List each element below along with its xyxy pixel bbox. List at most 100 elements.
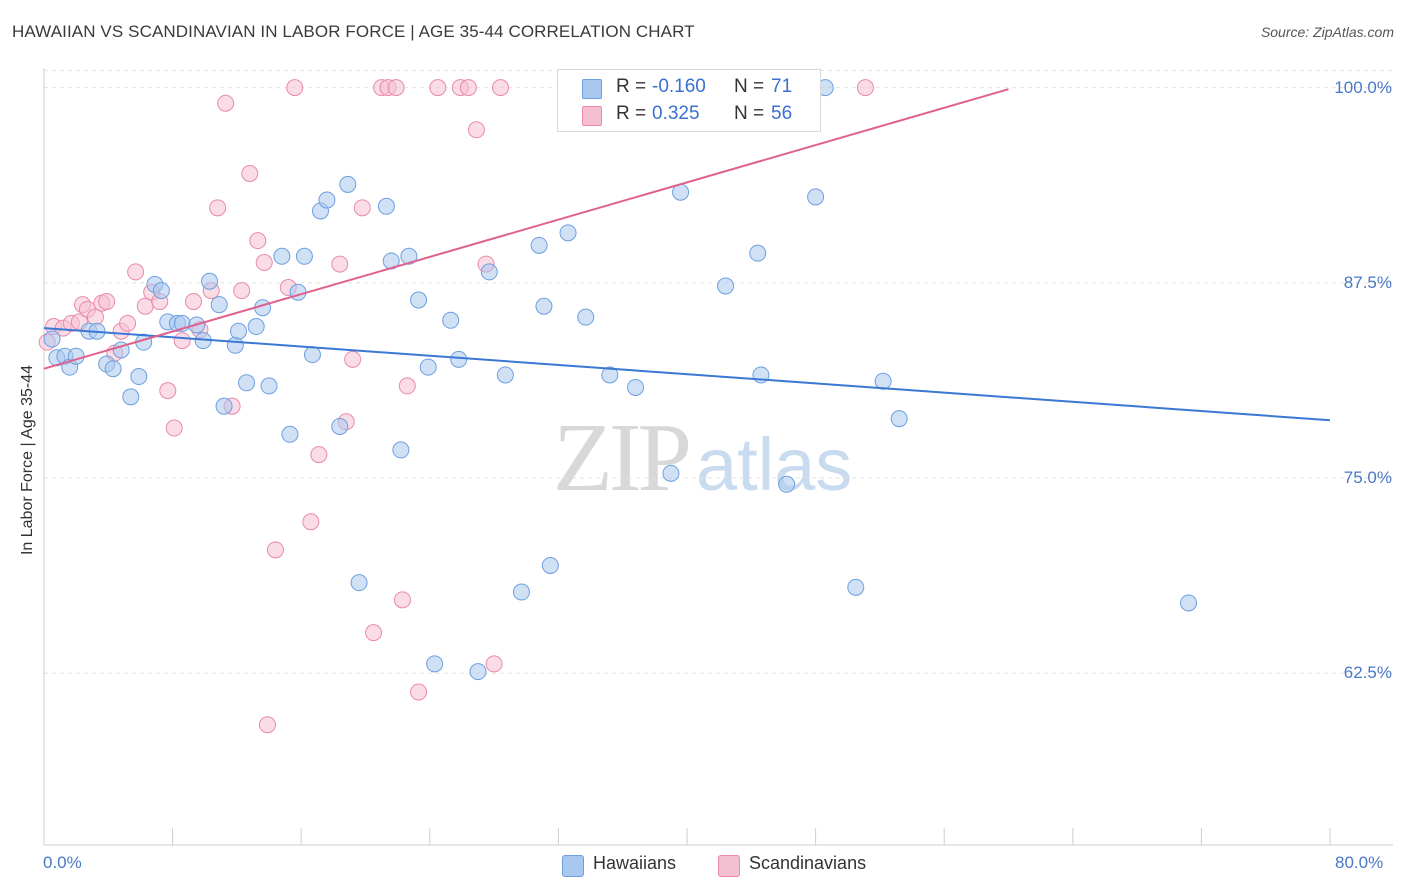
scandinavians-point bbox=[209, 199, 227, 217]
hawaiians-point bbox=[247, 318, 265, 336]
gridlines bbox=[44, 70, 1393, 674]
n-value: 56 bbox=[771, 103, 793, 124]
scandinavians-point bbox=[258, 716, 276, 734]
hawaiians-point bbox=[210, 296, 228, 314]
n-label: N = bbox=[734, 76, 765, 97]
scandinavians-trend-line bbox=[43, 88, 1009, 370]
scandinavians-point bbox=[159, 382, 177, 400]
hawaiians-legend-label: Hawaiians bbox=[593, 853, 677, 873]
hawaiians-point bbox=[419, 358, 437, 376]
chart-title: HAWAIIAN VS SCANDINAVIAN IN LABOR FORCE … bbox=[12, 22, 695, 41]
scandinavians-point bbox=[393, 591, 411, 609]
hawaiians-swatch bbox=[582, 79, 602, 99]
watermark-zip: ZIP bbox=[553, 404, 692, 512]
hawaiians-point bbox=[104, 360, 122, 378]
trend-lines bbox=[43, 88, 1331, 422]
scandinavians-point bbox=[249, 232, 267, 250]
hawaiians-points bbox=[43, 79, 1198, 681]
hawaiians-point bbox=[410, 291, 428, 309]
y-axis-title: In Labor Force | Age 35-44 bbox=[19, 364, 36, 556]
hawaiians-point bbox=[807, 188, 825, 206]
r-label: R = bbox=[616, 76, 647, 97]
scandinavians-point bbox=[365, 624, 383, 642]
scandinavians-point bbox=[165, 419, 183, 437]
hawaiians-point bbox=[778, 475, 796, 493]
x-tick-label-max: 80.0% bbox=[1335, 853, 1384, 872]
hawaiians-point bbox=[530, 236, 548, 254]
y-tick-label: 75.0% bbox=[1343, 468, 1392, 488]
scandinavians-point bbox=[233, 282, 251, 300]
scandinavians-point bbox=[387, 79, 405, 97]
hawaiians-point bbox=[400, 247, 418, 265]
hawaiians-point bbox=[749, 244, 767, 262]
hawaiians-point bbox=[238, 374, 256, 392]
hawaiians-point bbox=[130, 368, 148, 386]
watermark: ZIP atlas bbox=[553, 400, 852, 514]
r-value: 0.325 bbox=[652, 103, 700, 124]
scandinavians-point bbox=[173, 332, 191, 350]
y-tick-label: 100.0% bbox=[1334, 77, 1392, 97]
scandinavians-point bbox=[429, 79, 447, 97]
hawaiians-point bbox=[295, 247, 313, 265]
scandinavians-point bbox=[98, 293, 116, 311]
hawaiians-point bbox=[303, 346, 321, 364]
hawaiians-point bbox=[450, 350, 468, 368]
hawaiians-point bbox=[339, 175, 357, 193]
hawaiians-point bbox=[559, 224, 577, 242]
scandinavians-point bbox=[302, 513, 320, 531]
hawaiians-point bbox=[577, 308, 595, 326]
hawaiians-point bbox=[717, 277, 735, 295]
hawaiians-point bbox=[426, 655, 444, 673]
scandinavians-point bbox=[410, 683, 428, 701]
scandinavians-point bbox=[492, 79, 510, 97]
scandinavians-point bbox=[255, 254, 273, 272]
watermark-atlas: atlas bbox=[696, 423, 853, 506]
scandinavians-point bbox=[127, 263, 145, 281]
r-label: R = bbox=[616, 103, 647, 124]
scandinavians-point bbox=[184, 293, 202, 311]
scandinavians-point bbox=[353, 199, 371, 217]
x-tick-label-min: 0.0% bbox=[43, 853, 82, 872]
scandinavians-point bbox=[266, 541, 284, 559]
scandinavians-points bbox=[38, 79, 874, 734]
hawaiians-point bbox=[890, 410, 908, 428]
hawaiians-point bbox=[260, 377, 278, 395]
hawaiians-point bbox=[442, 311, 460, 329]
scandinavians-point bbox=[459, 79, 477, 97]
hawaiians-point bbox=[350, 574, 368, 592]
hawaiians-point bbox=[201, 272, 219, 290]
hawaiians-point bbox=[152, 282, 170, 300]
scandinavians-swatch bbox=[582, 106, 602, 126]
hawaiians-point bbox=[512, 583, 530, 601]
hawaiians-legend-swatch bbox=[562, 855, 584, 877]
hawaiians-point bbox=[627, 378, 645, 396]
scandinavians-legend-label: Scandinavians bbox=[749, 853, 867, 873]
hawaiians-point bbox=[331, 417, 349, 435]
y-tick-label: 87.5% bbox=[1343, 272, 1392, 292]
r-value: -0.160 bbox=[652, 76, 706, 97]
scandinavians-point bbox=[217, 94, 235, 112]
scandinavians-point bbox=[398, 377, 416, 395]
hawaiians-point bbox=[1180, 594, 1198, 612]
hawaiians-point bbox=[541, 556, 559, 574]
scandinavians-point bbox=[344, 350, 362, 368]
hawaiians-point bbox=[847, 578, 865, 596]
scandinavians-point bbox=[286, 79, 304, 97]
hawaiians-point bbox=[377, 197, 395, 215]
scandinavians-point bbox=[467, 121, 485, 139]
hawaiians-point bbox=[281, 425, 299, 443]
hawaiians-point bbox=[43, 330, 61, 348]
n-value: 71 bbox=[771, 76, 793, 97]
hawaiians-point bbox=[496, 366, 514, 384]
axes bbox=[43, 68, 1393, 846]
hawaiians-point bbox=[601, 366, 619, 384]
n-label: N = bbox=[734, 103, 765, 124]
y-tick-label: 62.5% bbox=[1343, 663, 1392, 683]
scandinavians-point bbox=[331, 255, 349, 273]
hawaiians-trend-line bbox=[43, 327, 1331, 422]
hawaiians-point bbox=[392, 441, 410, 459]
scandinavians-point bbox=[485, 655, 503, 673]
hawaiians-point bbox=[289, 283, 307, 301]
hawaiians-point bbox=[480, 263, 498, 281]
